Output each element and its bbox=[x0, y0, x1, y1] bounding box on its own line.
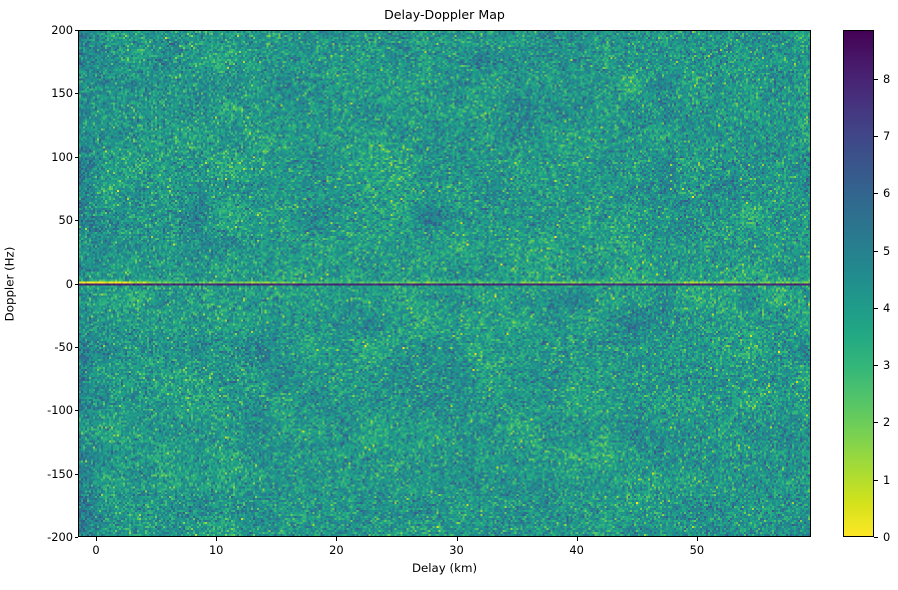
x-axis-label: Delay (km) bbox=[411, 561, 478, 575]
x-tick-mark bbox=[576, 537, 578, 541]
colorbar-tick-mark bbox=[874, 422, 878, 424]
x-tick-mark bbox=[216, 537, 218, 541]
x-tick-label: 30 bbox=[449, 543, 464, 557]
colorbar-tick-label: 3 bbox=[883, 358, 891, 373]
x-tick-mark bbox=[336, 537, 338, 541]
y-tick-label: 0 bbox=[65, 276, 73, 291]
colorbar-gradient bbox=[844, 31, 873, 536]
colorbar[interactable] bbox=[843, 30, 874, 537]
colorbar-tick-mark bbox=[874, 250, 878, 252]
heatmap-image bbox=[79, 31, 810, 536]
x-tick-label: 0 bbox=[92, 543, 100, 557]
colorbar-tick-label: 4 bbox=[883, 300, 891, 315]
colorbar-tick-label: 6 bbox=[883, 186, 891, 201]
colorbar-tick-mark bbox=[874, 193, 878, 195]
y-tick-label: -50 bbox=[54, 339, 73, 354]
colorbar-tick-mark bbox=[874, 307, 878, 309]
y-axis-label: Doppler (Hz) bbox=[0, 30, 18, 537]
x-tick-label: 40 bbox=[569, 543, 584, 557]
x-tick-label: 20 bbox=[329, 543, 344, 557]
colorbar-tick-label: 8 bbox=[883, 71, 891, 86]
y-tick-label: 200 bbox=[51, 23, 73, 37]
colorbar-tick-label: 5 bbox=[883, 243, 891, 258]
colorbar-tick-label: 2 bbox=[883, 415, 891, 430]
x-tick-mark bbox=[696, 537, 698, 541]
y-axis-label-text: Doppler (Hz) bbox=[2, 246, 16, 321]
y-tick-label: -150 bbox=[47, 466, 73, 481]
y-tick-label: 50 bbox=[58, 213, 74, 228]
page-title: Delay-Doppler Map bbox=[384, 7, 505, 22]
x-tick-label: 10 bbox=[208, 543, 224, 557]
y-tick-label: 150 bbox=[51, 86, 73, 101]
colorbar-tick-mark bbox=[874, 135, 878, 137]
x-tick-label: 50 bbox=[689, 543, 705, 557]
y-tick-mark bbox=[74, 537, 78, 538]
colorbar-tick-label: 1 bbox=[883, 472, 891, 487]
x-tick-mark bbox=[456, 537, 458, 541]
colorbar-tick-mark bbox=[874, 365, 878, 367]
x-tick-mark bbox=[96, 537, 98, 541]
y-tick-label: -200 bbox=[47, 530, 73, 544]
colorbar-tick-mark bbox=[874, 78, 878, 80]
delay-doppler-heatmap[interactable] bbox=[78, 30, 811, 537]
y-tick-label: -100 bbox=[47, 403, 73, 418]
colorbar-tick-label: 0 bbox=[883, 530, 891, 544]
colorbar-tick-label: 7 bbox=[883, 128, 891, 143]
colorbar-tick-mark bbox=[874, 479, 878, 481]
y-tick-label: 100 bbox=[51, 149, 73, 164]
colorbar-tick-mark bbox=[874, 537, 878, 538]
